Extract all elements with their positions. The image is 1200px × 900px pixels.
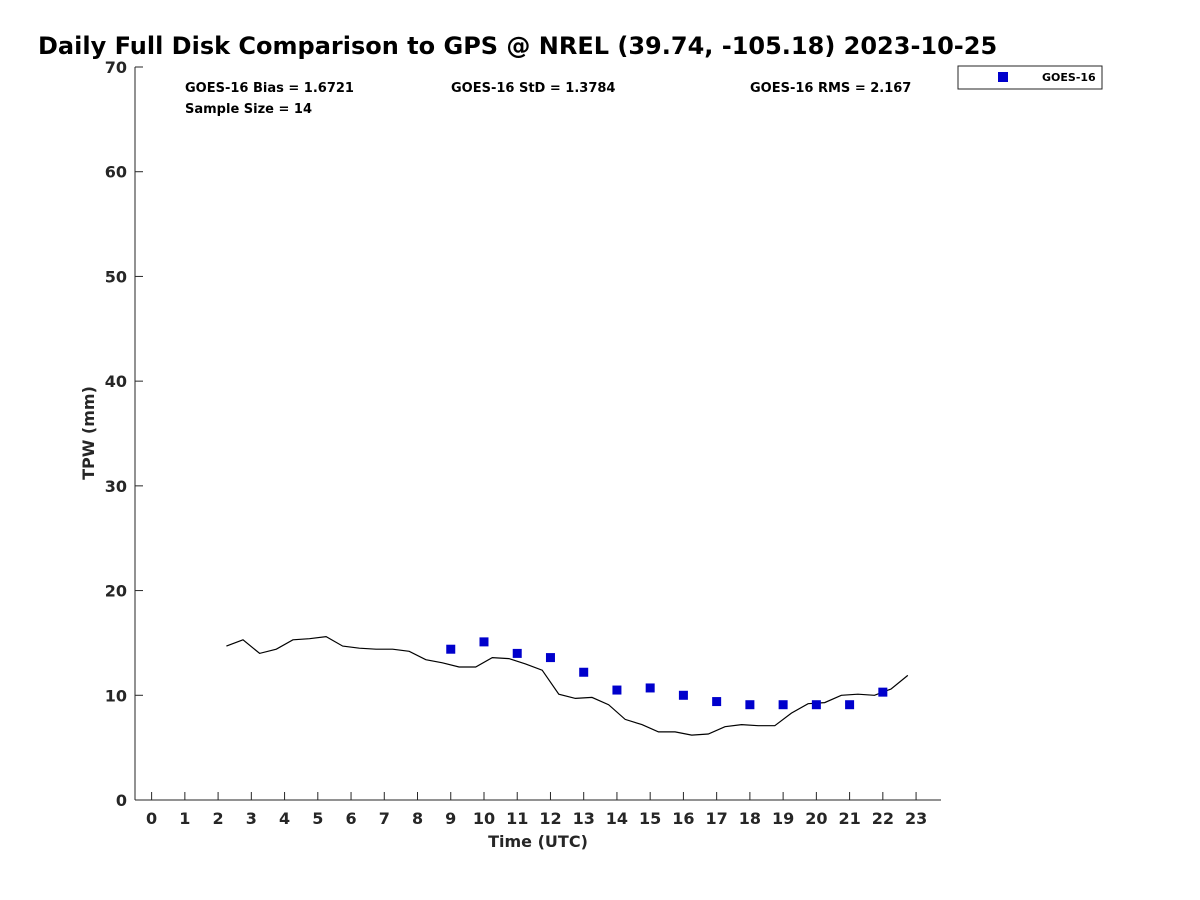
goes16-point bbox=[745, 700, 755, 710]
y-axis-label: TPW (mm) bbox=[79, 386, 98, 480]
x-tick-label: 7 bbox=[379, 809, 390, 828]
x-tick-label: 22 bbox=[872, 809, 894, 828]
goes16-point bbox=[878, 687, 888, 697]
rms-stat: GOES-16 RMS = 2.167 bbox=[750, 81, 911, 96]
x-tick-label: 8 bbox=[412, 809, 423, 828]
y-ticks: 0 10 20 30 40 50 60 70 bbox=[105, 58, 143, 810]
x-tick-label: 13 bbox=[573, 809, 595, 828]
x-tick-label: 14 bbox=[606, 809, 628, 828]
y-tick-label: 50 bbox=[105, 267, 127, 286]
x-tick-label: 9 bbox=[445, 809, 456, 828]
goes16-point bbox=[845, 700, 855, 710]
x-tick-label: 15 bbox=[639, 809, 661, 828]
y-tick-label: 60 bbox=[105, 163, 127, 182]
goes16-point bbox=[612, 685, 622, 695]
legend-box bbox=[957, 65, 1103, 90]
goes16-point bbox=[712, 697, 722, 707]
bias-stat: GOES-16 Bias = 1.6721 bbox=[185, 81, 354, 96]
x-tick-label: 0 bbox=[146, 809, 157, 828]
y-tick-label: 0 bbox=[116, 791, 127, 810]
std-stat: GOES-16 StD = 1.3784 bbox=[451, 81, 615, 96]
gps-line bbox=[226, 635, 909, 736]
x-tick-label: 16 bbox=[672, 809, 694, 828]
x-tick-label: 21 bbox=[838, 809, 860, 828]
legend: GOES-16 bbox=[957, 65, 1103, 90]
x-tick-label: 19 bbox=[772, 809, 794, 828]
x-tick-label: 17 bbox=[706, 809, 728, 828]
x-tick-label: 20 bbox=[805, 809, 827, 828]
goes16-point bbox=[446, 644, 456, 654]
x-tick-label: 10 bbox=[473, 809, 495, 828]
sample-size-stat: Sample Size = 14 bbox=[185, 102, 312, 117]
x-tick-label: 4 bbox=[279, 809, 290, 828]
y-tick-label: 10 bbox=[105, 686, 127, 705]
goes16-point bbox=[678, 690, 688, 700]
goes16-point bbox=[479, 637, 489, 647]
x-tick-label: 3 bbox=[246, 809, 257, 828]
x-ticks: 0 1 2 3 4 5 6 7 8 9 10 11 12 13 14 15 16 17 18 19 20 21 22 23 bbox=[146, 792, 927, 828]
y-tick-label: 40 bbox=[105, 372, 127, 391]
goes16-point bbox=[645, 683, 655, 693]
x-tick-label: 6 bbox=[345, 809, 356, 828]
goes16-point bbox=[512, 648, 522, 658]
gps-series bbox=[226, 635, 909, 736]
plot-area bbox=[134, 67, 941, 801]
x-tick-label: 23 bbox=[905, 809, 927, 828]
x-tick-label: 2 bbox=[213, 809, 224, 828]
goes16-point bbox=[545, 653, 555, 663]
x-tick-label: 18 bbox=[739, 809, 761, 828]
x-tick-label: 12 bbox=[539, 809, 561, 828]
x-tick-label: 11 bbox=[506, 809, 528, 828]
goes16-point bbox=[811, 700, 821, 710]
y-tick-label: 30 bbox=[105, 477, 127, 496]
chart-title: Daily Full Disk Comparison to GPS @ NREL… bbox=[38, 32, 997, 60]
x-tick-label: 5 bbox=[312, 809, 323, 828]
legend-marker-goes16 bbox=[998, 72, 1008, 82]
legend-label-goes16: GOES-16 bbox=[1042, 71, 1096, 84]
x-axis-label: Time (UTC) bbox=[488, 832, 588, 851]
x-tick-label: 1 bbox=[179, 809, 190, 828]
y-tick-label: 20 bbox=[105, 582, 127, 601]
goes16-series bbox=[446, 637, 888, 710]
goes16-point bbox=[579, 667, 589, 677]
y-tick-label: 70 bbox=[105, 58, 127, 77]
goes16-point bbox=[778, 700, 788, 710]
